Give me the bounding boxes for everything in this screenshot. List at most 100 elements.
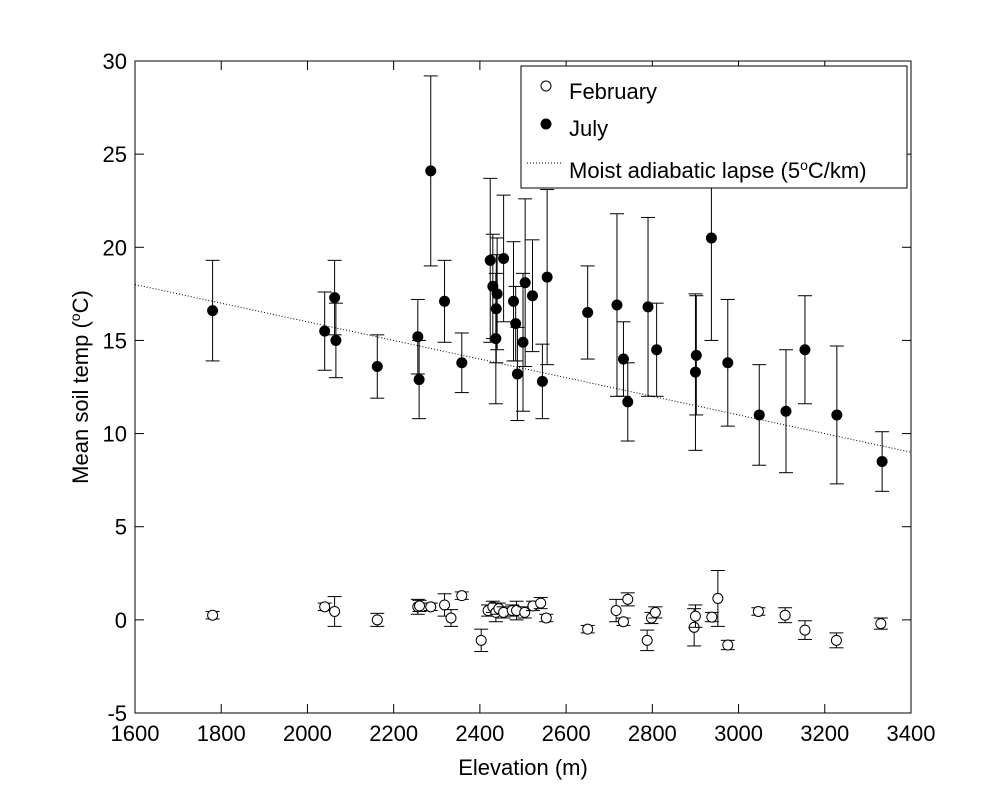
july-point xyxy=(752,364,767,466)
july-marker xyxy=(651,344,663,356)
x-tick-label: 3400 xyxy=(887,721,936,746)
july-marker xyxy=(690,349,702,361)
july-point xyxy=(489,254,504,364)
february-marker xyxy=(752,605,764,617)
x-tick-label: 1800 xyxy=(197,721,246,746)
february-point xyxy=(609,598,624,623)
july-marker xyxy=(517,336,529,348)
x-tick-label: 2200 xyxy=(369,721,418,746)
february-marker xyxy=(799,624,811,636)
july-point xyxy=(496,194,511,323)
july-marker xyxy=(508,295,520,307)
legend-july-marker xyxy=(540,118,552,130)
july-marker xyxy=(413,374,425,386)
july-point xyxy=(412,339,427,420)
july-point xyxy=(510,326,525,422)
february-point xyxy=(797,620,812,640)
y-tick-label: 5 xyxy=(115,515,127,540)
legend-lapse-label: Moist adiabatic lapse (5oC/km) xyxy=(569,157,867,183)
x-axis: 1600 1800 2000 2200 2400 2600 2800 3000 3200 3400 xyxy=(111,61,936,746)
july-marker xyxy=(526,290,538,302)
july-marker xyxy=(484,254,496,266)
july-marker xyxy=(611,299,623,311)
july-point xyxy=(410,298,425,375)
february-point xyxy=(751,605,766,617)
y-axis-label: Mean soil temp (oC) xyxy=(67,290,93,484)
july-point xyxy=(649,302,664,397)
july-marker xyxy=(330,334,342,346)
february-point xyxy=(648,606,663,619)
y-tick-label: 25 xyxy=(103,142,127,167)
july-marker xyxy=(439,295,451,307)
february-marker xyxy=(649,606,661,618)
july-point xyxy=(797,295,812,405)
july-point xyxy=(370,334,385,399)
february-marker xyxy=(456,590,468,602)
x-tick-label: 2600 xyxy=(542,721,591,746)
july-marker xyxy=(329,292,341,304)
february-marker xyxy=(445,612,457,624)
february-marker xyxy=(475,634,487,646)
february-marker xyxy=(779,609,791,621)
february-marker xyxy=(712,592,724,604)
july-marker xyxy=(780,405,792,417)
x-tick-label: 1600 xyxy=(111,721,160,746)
july-marker xyxy=(689,366,701,378)
february-marker xyxy=(414,600,426,612)
july-point xyxy=(609,213,624,397)
july-point xyxy=(689,295,704,416)
february-marker xyxy=(582,623,594,635)
february-point xyxy=(327,596,342,627)
legend-box xyxy=(520,65,908,189)
july-point xyxy=(508,285,523,362)
february-point xyxy=(412,599,427,612)
legend-july-label: July xyxy=(569,116,608,141)
july-marker xyxy=(876,456,888,468)
february-point xyxy=(640,629,655,652)
july-marker xyxy=(412,331,424,343)
february-point xyxy=(704,611,719,623)
july-point xyxy=(437,259,452,343)
x-tick-label: 2000 xyxy=(283,721,332,746)
july-point xyxy=(328,302,343,379)
february-marker xyxy=(439,599,451,611)
x-tick-label: 2800 xyxy=(628,721,677,746)
july-marker xyxy=(799,344,811,356)
july-marker xyxy=(541,271,553,283)
february-point xyxy=(444,609,459,627)
february-point xyxy=(423,601,438,613)
july-marker xyxy=(511,368,523,380)
july-marker xyxy=(456,357,468,369)
july-marker xyxy=(319,325,331,337)
july-marker xyxy=(622,396,634,408)
july-marker xyxy=(510,318,522,330)
y-tick-label: -5 xyxy=(107,701,127,726)
february-marker xyxy=(610,605,622,617)
february-marker xyxy=(617,616,629,628)
february-marker xyxy=(722,639,734,651)
july-marker xyxy=(705,232,717,244)
july-point xyxy=(616,321,631,397)
july-point xyxy=(483,177,498,343)
july-marker xyxy=(207,305,219,317)
february-point xyxy=(496,606,511,619)
february-marker xyxy=(371,614,383,626)
july-point xyxy=(423,75,438,267)
july-marker xyxy=(519,277,531,289)
july-point xyxy=(205,259,220,362)
february-marker xyxy=(540,612,552,624)
july-marker xyxy=(582,306,594,318)
y-tick-label: 30 xyxy=(103,49,127,74)
july-marker xyxy=(617,353,629,365)
february-point xyxy=(533,597,548,610)
february-marker xyxy=(519,606,531,618)
july-marker xyxy=(753,409,765,421)
july-marker xyxy=(642,301,654,313)
february-point xyxy=(688,604,703,628)
july-point xyxy=(454,332,469,394)
february-point xyxy=(873,617,888,630)
july-point xyxy=(829,345,844,485)
july-marker xyxy=(536,375,548,387)
y-tick-label: 20 xyxy=(103,235,127,260)
